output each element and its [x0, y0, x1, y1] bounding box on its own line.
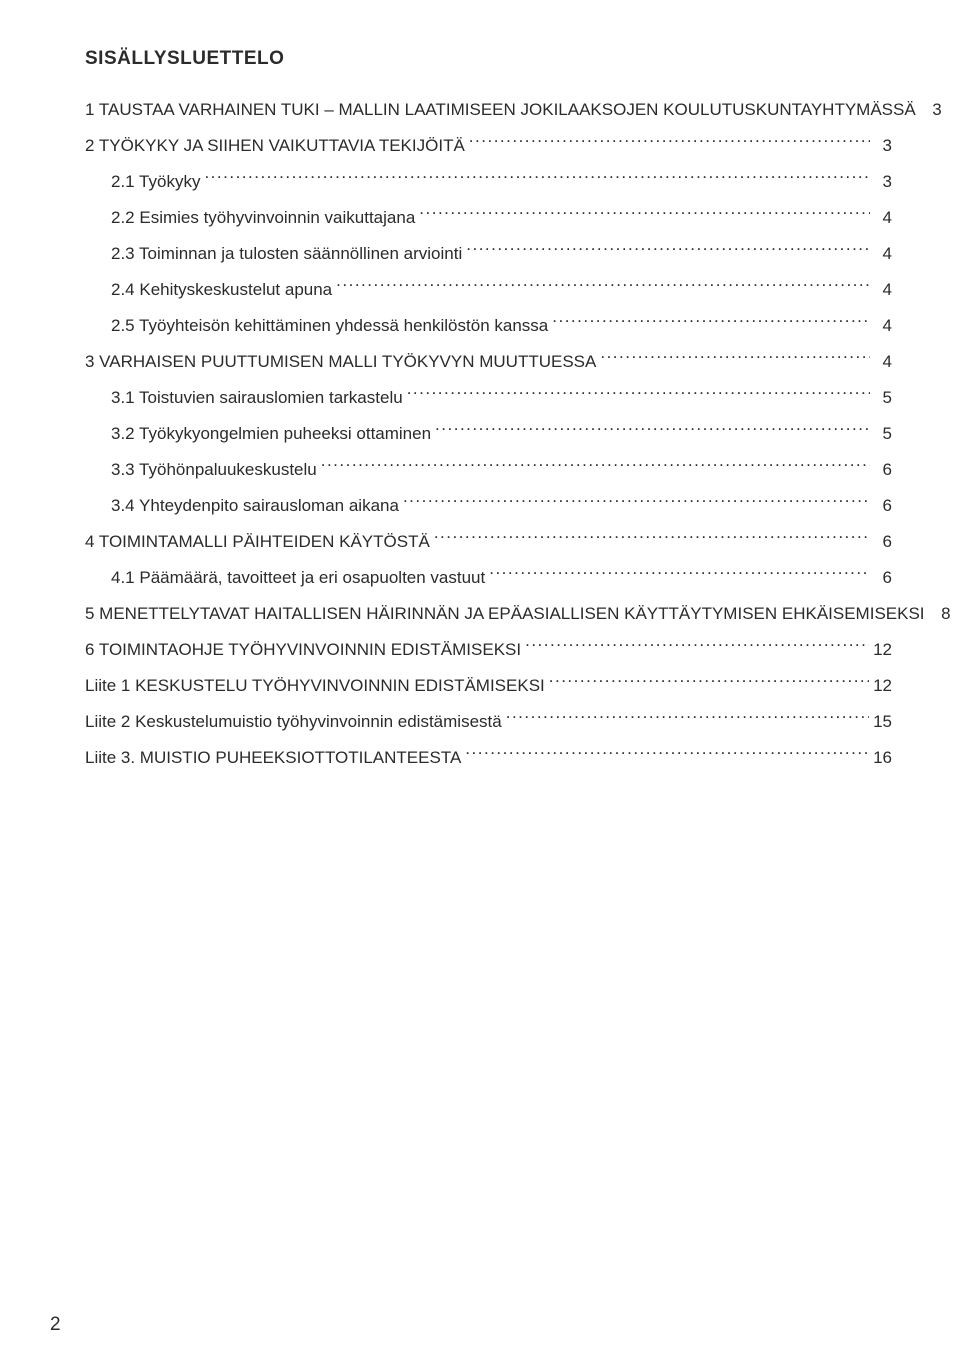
toc-entry-page: 5	[874, 385, 892, 411]
toc-entry: 4.1 Päämäärä, tavoitteet ja eri osapuolt…	[85, 564, 892, 591]
toc-entry: 2.4 Kehityskeskustelut apuna 4	[85, 276, 892, 303]
toc-entry-label: 2.2 Esimies työhyvinvoinnin vaikuttajana	[111, 205, 415, 231]
page: SISÄLLYSLUETTELO 1 TAUSTAA VARHAINEN TUK…	[0, 0, 960, 1371]
toc-entry: 3 VARHAISEN PUUTTUMISEN MALLI TYÖKYVYN M…	[85, 348, 892, 375]
toc-entry-page: 4	[874, 313, 892, 339]
toc-dots	[407, 384, 870, 403]
toc-entry-label: 3.3 Työhönpaluukeskustelu	[111, 457, 317, 483]
toc-entry: Liite 2 Keskustelumuistio työhyvinvoinni…	[85, 709, 892, 736]
toc-entry: 2.1 Työkyky 3	[85, 168, 892, 195]
toc-entry-label: 3.2 Työkykyongelmien puheeksi ottaminen	[111, 421, 431, 447]
toc-entry-label: 2 TYÖKYKY JA SIIHEN VAIKUTTAVIA TEKIJÖIT…	[85, 133, 465, 159]
toc-dots	[600, 348, 870, 367]
toc-entry: 3.4 Yhteydenpito sairausloman aikana 6	[85, 492, 892, 519]
toc-dots	[336, 276, 870, 295]
toc-dots	[403, 492, 870, 511]
toc-dots	[489, 564, 870, 583]
toc-entry-page: 16	[873, 745, 892, 771]
toc-entry-page: 8	[933, 601, 951, 627]
toc-entry: 2.3 Toiminnan ja tulosten säännöllinen a…	[85, 240, 892, 267]
toc-entry-label: 6 TOIMINTAOHJE TYÖHYVINVOINNIN EDISTÄMIS…	[85, 637, 521, 663]
toc-entry-label: 4 TOIMINTAMALLI PÄIHTEIDEN KÄYTÖSTÄ	[85, 529, 430, 555]
toc-entry-page: 6	[874, 529, 892, 555]
toc-entry-label: 1 TAUSTAA VARHAINEN TUKI – MALLIN LAATIM…	[85, 97, 916, 123]
toc-list: 1 TAUSTAA VARHAINEN TUKI – MALLIN LAATIM…	[85, 96, 892, 772]
toc-entry-label: Liite 3. MUISTIO PUHEEKSIOTTOTILANTEESTA	[85, 745, 461, 771]
toc-dots	[469, 132, 870, 151]
page-number: 2	[50, 1314, 61, 1336]
toc-entry-label: 3.1 Toistuvien sairauslomien tarkastelu	[111, 385, 403, 411]
toc-entry-page: 3	[874, 133, 892, 159]
toc-entry-label: 2.5 Työyhteisön kehittäminen yhdessä hen…	[111, 313, 548, 339]
toc-entry: 3.1 Toistuvien sairauslomien tarkastelu 5	[85, 384, 892, 411]
toc-entry: 2 TYÖKYKY JA SIIHEN VAIKUTTAVIA TEKIJÖIT…	[85, 132, 892, 159]
toc-title: SISÄLLYSLUETTELO	[85, 48, 892, 70]
toc-entry: 5 MENETTELYTAVAT HAITALLISEN HÄIRINNÄN J…	[85, 600, 892, 627]
toc-entry-page: 5	[874, 421, 892, 447]
toc-dots	[552, 312, 870, 331]
toc-entry-label: Liite 2 Keskustelumuistio työhyvinvoinni…	[85, 709, 502, 735]
toc-entry-label: Liite 1 KESKUSTELU TYÖHYVINVOINNIN EDIST…	[85, 673, 545, 699]
toc-dots	[434, 528, 870, 547]
toc-entry: 2.2 Esimies työhyvinvoinnin vaikuttajana…	[85, 204, 892, 231]
toc-entry: Liite 1 KESKUSTELU TYÖHYVINVOINNIN EDIST…	[85, 673, 892, 700]
toc-entry-label: 2.1 Työkyky	[111, 169, 200, 195]
toc-entry: 3.2 Työkykyongelmien puheeksi ottaminen 5	[85, 420, 892, 447]
toc-entry-page: 15	[873, 709, 892, 735]
toc-entry-label: 3 VARHAISEN PUUTTUMISEN MALLI TYÖKYVYN M…	[85, 349, 596, 375]
toc-dots	[525, 636, 869, 655]
toc-entry-page: 4	[874, 205, 892, 231]
toc-entry-page: 3	[924, 97, 942, 123]
toc-entry-label: 4.1 Päämäärä, tavoitteet ja eri osapuolt…	[111, 565, 485, 591]
toc-entry-label: 2.3 Toiminnan ja tulosten säännöllinen a…	[111, 241, 462, 267]
toc-dots	[204, 168, 870, 187]
toc-dots	[549, 673, 869, 692]
toc-entry-page: 4	[874, 277, 892, 303]
toc-entry-page: 3	[874, 169, 892, 195]
toc-entry-page: 12	[873, 673, 892, 699]
toc-entry-page: 6	[874, 457, 892, 483]
toc-entry: 3.3 Työhönpaluukeskustelu 6	[85, 456, 892, 483]
toc-entry-page: 4	[874, 349, 892, 375]
toc-dots	[419, 204, 870, 223]
toc-dots	[506, 709, 869, 728]
toc-dots	[435, 420, 870, 439]
toc-entry: Liite 3. MUISTIO PUHEEKSIOTTOTILANTEESTA…	[85, 745, 892, 772]
toc-entry: 2.5 Työyhteisön kehittäminen yhdessä hen…	[85, 312, 892, 339]
toc-entry: 1 TAUSTAA VARHAINEN TUKI – MALLIN LAATIM…	[85, 96, 892, 123]
toc-dots	[321, 456, 870, 475]
toc-entry-page: 6	[874, 565, 892, 591]
toc-entry-page: 12	[873, 637, 892, 663]
toc-entry-page: 4	[874, 241, 892, 267]
toc-entry: 6 TOIMINTAOHJE TYÖHYVINVOINNIN EDISTÄMIS…	[85, 636, 892, 663]
toc-entry-label: 2.4 Kehityskeskustelut apuna	[111, 277, 332, 303]
toc-entry: 4 TOIMINTAMALLI PÄIHTEIDEN KÄYTÖSTÄ 6	[85, 528, 892, 555]
toc-entry-page: 6	[874, 493, 892, 519]
toc-entry-label: 5 MENETTELYTAVAT HAITALLISEN HÄIRINNÄN J…	[85, 601, 925, 627]
toc-entry-label: 3.4 Yhteydenpito sairausloman aikana	[111, 493, 399, 519]
toc-dots	[466, 240, 870, 259]
toc-dots	[465, 745, 869, 764]
